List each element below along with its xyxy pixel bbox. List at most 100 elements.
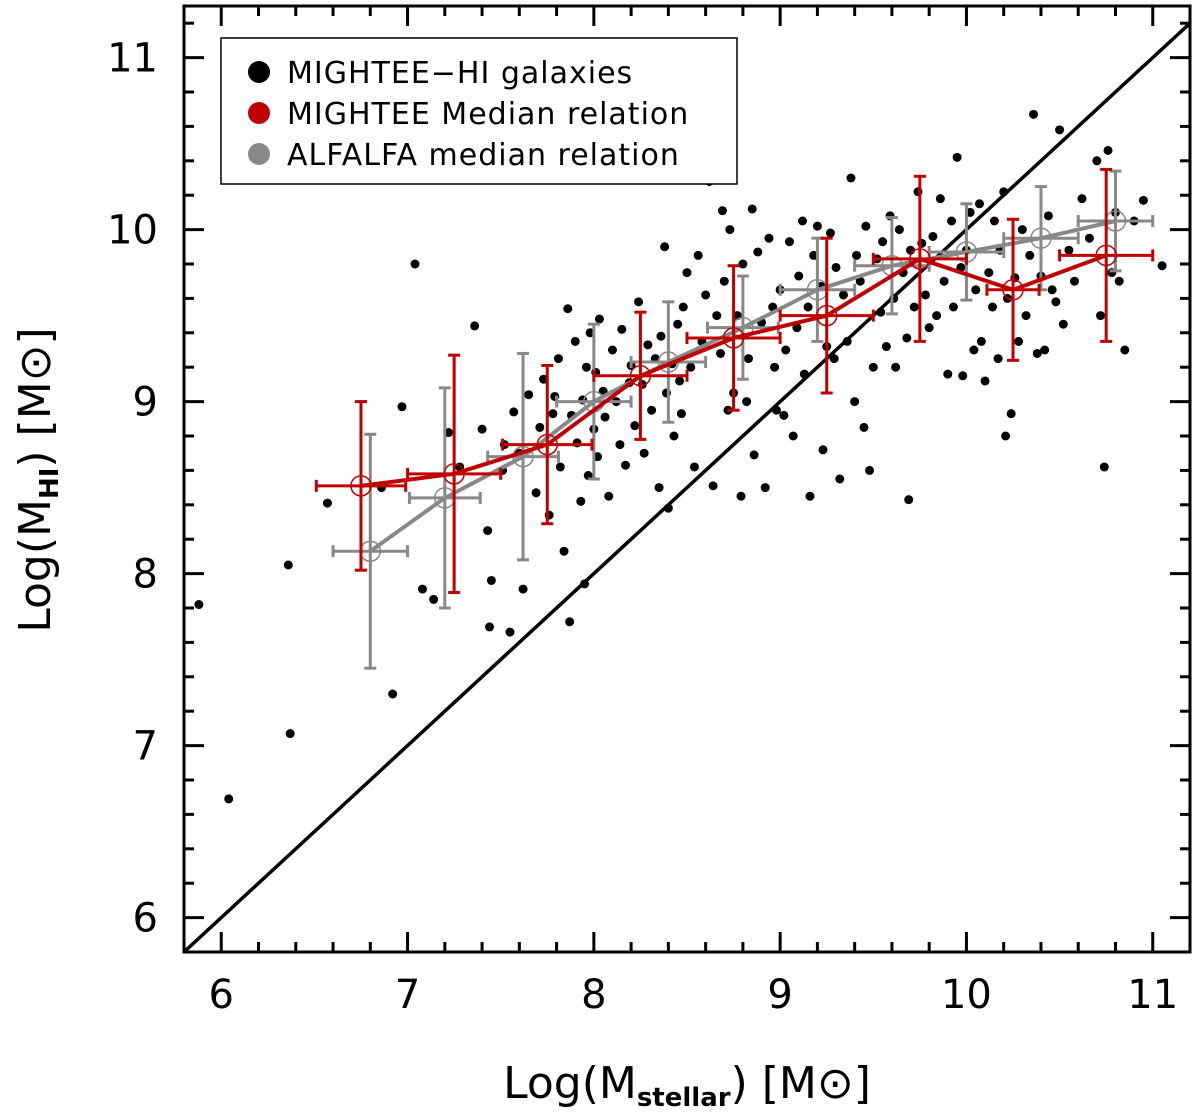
galaxy-point bbox=[999, 187, 1009, 197]
galaxy-point bbox=[570, 336, 580, 346]
galaxy-point bbox=[812, 221, 822, 231]
galaxy-point bbox=[693, 250, 703, 260]
galaxy-point bbox=[1032, 348, 1042, 358]
galaxy-point bbox=[1043, 211, 1053, 221]
mightee-median-series bbox=[314, 167, 1155, 595]
legend-marker-alfalfa-median bbox=[248, 143, 270, 165]
galaxy-point bbox=[639, 448, 649, 458]
galaxy-point bbox=[958, 371, 968, 381]
median-point bbox=[350, 475, 372, 497]
y-tick-label: 6 bbox=[133, 896, 158, 942]
galaxy-point bbox=[580, 579, 590, 589]
galaxy-point bbox=[924, 323, 934, 333]
galaxy-point bbox=[470, 321, 480, 331]
galaxy-point bbox=[850, 397, 860, 407]
galaxy-point bbox=[770, 362, 780, 372]
galaxy-point bbox=[909, 302, 919, 312]
galaxy-point bbox=[771, 405, 781, 415]
galaxy-point bbox=[835, 474, 845, 484]
median-point bbox=[909, 248, 931, 270]
galaxy-point bbox=[531, 488, 541, 498]
galaxy-point bbox=[708, 481, 718, 491]
galaxy-point bbox=[283, 560, 293, 570]
galaxy-point bbox=[660, 242, 670, 252]
galaxy-point bbox=[410, 259, 420, 269]
x-tick-label: 8 bbox=[581, 972, 606, 1018]
galaxy-point bbox=[928, 231, 938, 241]
galaxy-point bbox=[388, 689, 398, 699]
galaxy-point bbox=[974, 199, 984, 209]
galaxy-point bbox=[781, 345, 791, 355]
galaxy-point bbox=[634, 297, 644, 307]
galaxy-point bbox=[753, 247, 763, 257]
galaxy-point bbox=[865, 465, 875, 475]
galaxy-point bbox=[1084, 233, 1094, 243]
x-tick-label: 6 bbox=[209, 972, 234, 1018]
galaxy-point bbox=[1120, 345, 1130, 355]
galaxy-point bbox=[1017, 225, 1027, 235]
y-tick-label: 8 bbox=[133, 552, 158, 598]
galaxy-point bbox=[947, 216, 957, 226]
galaxy-point bbox=[799, 369, 809, 379]
galaxy-point bbox=[725, 225, 735, 235]
galaxy-point bbox=[1064, 245, 1074, 255]
galaxy-point bbox=[669, 431, 679, 441]
plot-frame bbox=[182, 4, 1192, 954]
galaxy-point bbox=[948, 302, 958, 312]
galaxy-point bbox=[1047, 285, 1057, 295]
galaxy-point bbox=[932, 311, 942, 321]
galaxy-point bbox=[952, 152, 962, 162]
galaxy-point bbox=[647, 405, 657, 415]
axis-tick-labels: 6 7 8 9 10 11 6 7 8 9 10 11 bbox=[107, 36, 1178, 1018]
x-axis-label: Log(Mstellar) [M⊙] bbox=[503, 1058, 871, 1113]
galaxy-point bbox=[784, 237, 794, 247]
galaxy-point bbox=[604, 491, 614, 501]
galaxy-point bbox=[878, 237, 888, 247]
galaxy-point bbox=[1103, 145, 1113, 155]
galaxy-point bbox=[904, 495, 914, 505]
galaxy-point bbox=[736, 491, 746, 501]
median-line bbox=[369, 219, 1116, 553]
galaxy-point bbox=[831, 262, 841, 272]
galaxy-point bbox=[1138, 195, 1148, 205]
galaxy-point bbox=[485, 622, 495, 632]
galaxy-point bbox=[852, 250, 862, 260]
galaxy-point bbox=[600, 412, 610, 422]
median-line bbox=[360, 253, 1107, 488]
galaxy-point bbox=[518, 584, 528, 594]
galaxy-point bbox=[842, 336, 852, 346]
y-tick-label: 9 bbox=[133, 380, 158, 426]
galaxy-point bbox=[1069, 276, 1079, 286]
legend-label-galaxies: MIGHTEE−HI galaxies bbox=[287, 56, 633, 91]
galaxy-point bbox=[935, 194, 945, 204]
galaxy-point bbox=[607, 345, 617, 355]
legend: MIGHTEE−HI galaxies MIGHTEE Median relat… bbox=[220, 37, 738, 185]
galaxy-point bbox=[764, 233, 774, 243]
galaxy-point bbox=[477, 424, 487, 434]
axis-ticks bbox=[182, 6, 1192, 954]
galaxy-point bbox=[969, 345, 979, 355]
galaxy-point bbox=[881, 342, 891, 352]
galaxy-point bbox=[993, 354, 1003, 364]
median-point bbox=[1030, 227, 1052, 249]
galaxy-point bbox=[760, 483, 770, 493]
galaxy-point bbox=[838, 290, 848, 300]
y-axis-label: Log(MHI) [M⊙] bbox=[10, 327, 65, 632]
galaxy-point bbox=[989, 216, 999, 226]
x-tick-label: 9 bbox=[767, 972, 792, 1018]
galaxy-point bbox=[902, 333, 912, 343]
galaxy-point bbox=[689, 462, 699, 472]
galaxy-point bbox=[673, 319, 683, 329]
galaxy-point bbox=[719, 276, 729, 286]
legend-label-alfalfa-median: ALFALFA median relation bbox=[287, 138, 680, 173]
galaxy-point bbox=[429, 594, 439, 604]
galaxy-point bbox=[1092, 156, 1102, 166]
galaxy-point bbox=[859, 422, 869, 432]
galaxy-point bbox=[788, 431, 798, 441]
y-tick-label: 11 bbox=[107, 36, 158, 82]
galaxy-point bbox=[524, 390, 534, 400]
galaxy-point bbox=[779, 410, 789, 420]
galaxy-point bbox=[1099, 462, 1109, 472]
galaxy-point bbox=[555, 462, 565, 472]
